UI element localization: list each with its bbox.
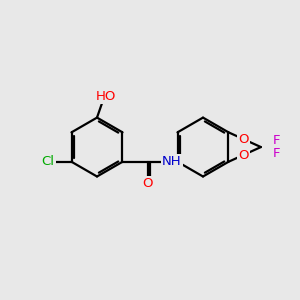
Text: O: O — [142, 177, 153, 190]
Text: O: O — [238, 133, 249, 146]
Text: HO: HO — [96, 90, 116, 103]
Text: F: F — [272, 134, 280, 147]
Text: O: O — [238, 148, 249, 161]
Text: NH: NH — [162, 155, 182, 168]
Text: Cl: Cl — [41, 155, 54, 168]
Text: F: F — [272, 147, 280, 160]
